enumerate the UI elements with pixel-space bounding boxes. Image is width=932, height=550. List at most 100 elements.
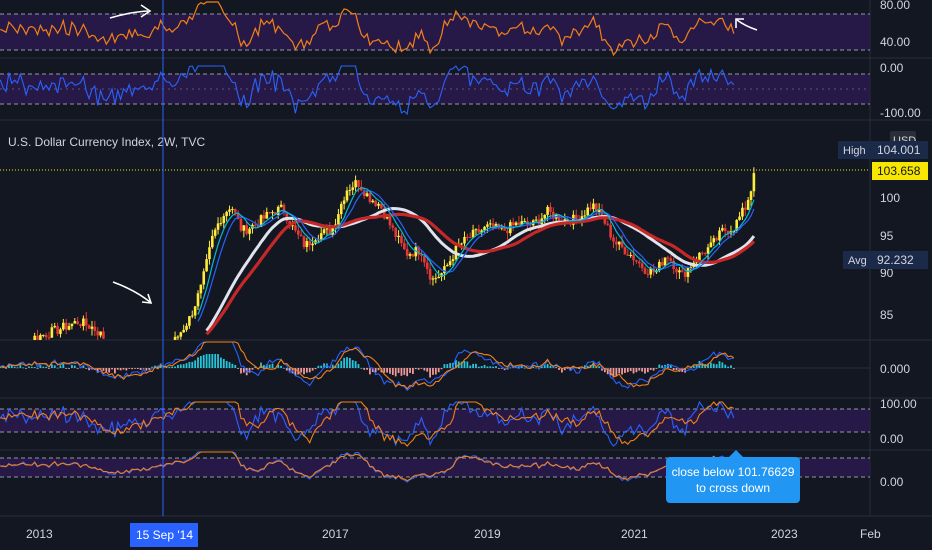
candle-body (503, 227, 506, 231)
macd-hist-bar (119, 368, 122, 371)
candle-body (411, 254, 415, 257)
candle-body (182, 329, 185, 333)
candle-body (394, 227, 398, 238)
macd-hist-bar (42, 366, 45, 368)
candle-body (188, 316, 191, 326)
macd-hist-bar (389, 368, 391, 374)
candle-body (420, 254, 423, 256)
macd-hist-bar (268, 364, 271, 368)
macd-hist-bar (549, 365, 552, 368)
macd-hist-bar (412, 368, 414, 374)
macd-hist-bar (603, 368, 606, 373)
candle-body (623, 247, 627, 255)
macd-hist-bar (586, 365, 589, 368)
candle-body (245, 225, 249, 234)
macd-hist-bar (712, 363, 715, 368)
candle-body (388, 216, 392, 226)
candle-body (339, 203, 343, 215)
candle-body (362, 190, 366, 197)
macd-hist-bar (188, 361, 191, 368)
candle-body (262, 215, 266, 219)
macd-hist-bar (36, 368, 39, 369)
macd-hist-bar (432, 368, 434, 375)
macd-hist-bar (231, 363, 234, 368)
macd-hist-bar (414, 368, 417, 370)
candle-body (445, 265, 449, 267)
candle-body (382, 208, 386, 219)
candle-body (64, 322, 68, 330)
candle-body (328, 228, 332, 236)
candle-body (239, 218, 243, 231)
candle-body (709, 242, 713, 248)
macd-hist-bar (624, 368, 626, 373)
candle-body (680, 270, 684, 272)
macd-hist-bar (205, 354, 208, 368)
macd-hist-bar (443, 364, 446, 368)
macd-hist-bar (314, 368, 317, 370)
macd-hist-bar (334, 365, 337, 368)
macd-hist-bar (500, 368, 503, 369)
candle-body (448, 261, 452, 266)
candle-body (428, 268, 432, 280)
arrow-head (735, 18, 744, 28)
macd-hist-bar (237, 368, 240, 369)
candle-body (179, 332, 183, 337)
macd-hist-bar (386, 368, 389, 373)
macd-hist-bar (208, 354, 211, 368)
candle-body (56, 326, 59, 334)
macd-hist-bar (377, 368, 380, 371)
candle-body (199, 284, 203, 294)
price-tick-90: 90 (880, 266, 894, 280)
macd-hist-bar (692, 365, 695, 368)
stoch-tick-0: 0.00 (880, 432, 904, 446)
macd-hist-bar (91, 368, 93, 369)
arrow-head (141, 293, 153, 304)
macd-hist-bar (606, 368, 609, 375)
candle-body (663, 257, 667, 266)
macd-hist-bar (687, 367, 689, 369)
macd-hist-bar (715, 364, 718, 368)
macd-hist-bar (177, 364, 179, 368)
candle-body (520, 221, 524, 225)
macd-hist-bar (199, 355, 202, 368)
candle-body (325, 228, 329, 230)
macd-hist-bar (2, 366, 5, 368)
candle-body (586, 207, 589, 216)
annotation-callout: close below 101.76629 to cross down (666, 450, 800, 503)
wpr-tick-0: 0.00 (880, 61, 904, 75)
macd-hist-bar (578, 368, 580, 370)
candle-body (546, 206, 549, 215)
macd-hist-bar (220, 357, 222, 368)
macd-hist-bar (65, 368, 68, 369)
high-label-badge (838, 141, 872, 159)
candle-body (380, 203, 383, 209)
candle-body (723, 228, 727, 232)
candle-body (629, 254, 632, 256)
macd-hist-bar (369, 368, 371, 375)
macd-hist-bar (22, 367, 25, 369)
macd-hist-bar (618, 368, 621, 374)
macd-hist-bar (311, 368, 314, 371)
macd-hist-bar (39, 365, 42, 368)
macd-hist-bar (475, 363, 477, 368)
candle-body (738, 216, 741, 220)
candle-body (523, 221, 526, 223)
candle-body (99, 331, 102, 336)
macd-hist-bar (675, 368, 678, 370)
macd-hist-bar (340, 360, 343, 368)
candle-body (236, 212, 240, 219)
candle-body (666, 257, 670, 259)
macd-hist-bar (423, 368, 426, 371)
candle-body (348, 189, 352, 191)
macd-hist-bar (16, 367, 19, 369)
candle-body (231, 209, 234, 211)
macd-hist-bar (62, 363, 65, 368)
candle-body (460, 243, 463, 245)
candle-body (62, 322, 65, 330)
macd-hist-bar (495, 366, 497, 368)
candle-body (73, 321, 77, 324)
macd-hist-bar (105, 368, 108, 373)
rsi-band (0, 14, 870, 50)
price-tick-100: 100 (880, 191, 900, 205)
